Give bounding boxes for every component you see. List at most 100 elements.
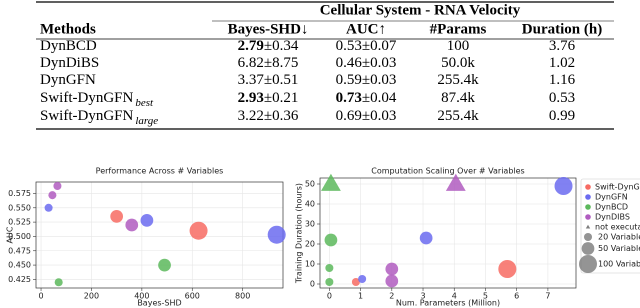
- triangle-point: [321, 173, 341, 191]
- cell-text: 0.69±0.03: [336, 108, 397, 124]
- point: [385, 262, 399, 276]
- column-header: Methods: [40, 21, 96, 37]
- cell-text: 2.79: [238, 38, 264, 54]
- triangle-point: [445, 173, 466, 191]
- legend-label: 50 Variables: [598, 244, 640, 253]
- point: [189, 221, 208, 240]
- cell-error: ±0.34: [264, 38, 299, 54]
- cell-text: DynGFN: [40, 72, 96, 88]
- point: [125, 218, 139, 232]
- cell-text: Swift-DynGFN: [40, 108, 134, 124]
- table-cell: 100: [447, 38, 470, 54]
- cell-text: 0.59±0.03: [336, 72, 397, 88]
- cell-text: 0.99: [549, 108, 575, 124]
- table-cell: DynBCD: [40, 38, 97, 54]
- y-tick-label: 0.550: [8, 203, 31, 212]
- point: [140, 214, 154, 227]
- y-tick-label: 0.525: [8, 218, 31, 227]
- y-tick-label: 0.450: [8, 261, 31, 270]
- point: [48, 191, 57, 200]
- point: [385, 274, 399, 288]
- cell-text: 50.0k: [441, 55, 475, 71]
- table-cell: 255.4k: [437, 108, 479, 124]
- cell-text: 87.4k: [441, 90, 475, 106]
- y-tick-label: 50: [305, 180, 315, 189]
- legend-label: Swift-DynGFN: [595, 183, 640, 192]
- point: [351, 277, 360, 287]
- y-tick-label: 0.425: [8, 275, 31, 284]
- cell-text: 6.82±8.75: [238, 55, 299, 71]
- x-axis-label: Num. Parameters (Million): [396, 299, 500, 308]
- table-cell: 0.73±0.04: [336, 90, 397, 106]
- x-tick-label: 200: [84, 292, 99, 301]
- point: [267, 225, 286, 244]
- point: [44, 203, 53, 212]
- legend-size: [581, 242, 595, 255]
- y-tick-label: 0.500: [8, 232, 31, 241]
- table-cell: 0.46±0.03: [336, 55, 397, 71]
- cell-error: ±0.21: [264, 90, 298, 106]
- x-tick-label: 6: [514, 292, 519, 301]
- cell-subscript: large: [135, 115, 158, 127]
- point: [325, 277, 334, 287]
- legend-swatch: [585, 204, 591, 210]
- cell-text: Swift-DynGFN: [40, 90, 134, 106]
- y-tick-label: 20: [305, 240, 315, 249]
- cell-text: 3.22±0.36: [238, 108, 299, 124]
- point: [419, 231, 433, 245]
- cell-text: 0.46±0.03: [336, 55, 397, 71]
- triangle-point: [585, 224, 591, 229]
- x-tick-label: 3: [420, 292, 425, 301]
- table-cell: 0.53: [549, 90, 575, 106]
- legend-swatch: [585, 194, 591, 200]
- y-tick-label: 0.475: [8, 246, 31, 255]
- y-axis-label: AUC: [6, 226, 15, 243]
- table-cell: 3.22±0.36: [238, 108, 299, 124]
- cell-text: 0.73: [336, 90, 362, 106]
- group-header: Cellular System - RNA Velocity: [320, 2, 521, 18]
- legend-swatch: [585, 214, 591, 220]
- cell-text: 255.4k: [437, 72, 479, 88]
- legend-box: [580, 178, 640, 274]
- point: [158, 258, 171, 272]
- legend-size: [583, 232, 593, 242]
- point: [498, 260, 517, 278]
- point: [53, 181, 62, 191]
- cell-text: DynBCD: [40, 38, 97, 54]
- legend-label: not executable: [595, 223, 640, 232]
- column-header: AUC↑: [346, 21, 386, 37]
- legend-label: DynDIBS: [595, 213, 630, 222]
- table-cell: DynGFN: [40, 72, 96, 88]
- chart-title: Computation Scaling Over # Variables: [371, 167, 524, 176]
- table-cell: 1.02: [549, 55, 575, 71]
- chart-title: Performance Across # Variables: [96, 167, 224, 176]
- table-cell: DynDiBS: [40, 55, 99, 71]
- cell-text: DynDiBS: [40, 55, 99, 71]
- cell-text: 0.53±0.07: [336, 38, 397, 54]
- legend-size: [579, 255, 597, 273]
- x-tick-label: 0: [327, 292, 332, 301]
- y-axis-label: Training Duration (hours): [295, 183, 304, 284]
- y-tick-label: 0: [310, 280, 315, 289]
- x-tick-label: 4: [452, 292, 457, 301]
- table-cell: 0.53±0.07: [336, 38, 397, 54]
- cell-text: 3.76: [549, 38, 576, 54]
- x-tick-label: 0: [38, 292, 43, 301]
- cell-text: 1.16: [549, 72, 576, 88]
- point: [54, 278, 63, 287]
- y-tick-label: 10: [305, 260, 315, 269]
- table-cell: Swift-DynGFN best: [40, 90, 154, 108]
- table-cell: 87.4k: [441, 90, 475, 106]
- x-tick-label: 2: [389, 292, 394, 301]
- table-cell: 255.4k: [437, 72, 479, 88]
- table-cell: Swift-DynGFN large: [40, 108, 158, 126]
- x-tick-label: 400: [134, 292, 149, 301]
- y-tick-label: 0.575: [8, 189, 31, 198]
- column-header: Bayes-SHD↓: [228, 21, 309, 37]
- point: [325, 263, 334, 273]
- x-tick-label: 7: [545, 292, 550, 301]
- cell-error: ±0.04: [362, 90, 397, 106]
- point: [358, 274, 367, 284]
- table-cell: 1.16: [549, 72, 576, 88]
- point: [324, 233, 338, 247]
